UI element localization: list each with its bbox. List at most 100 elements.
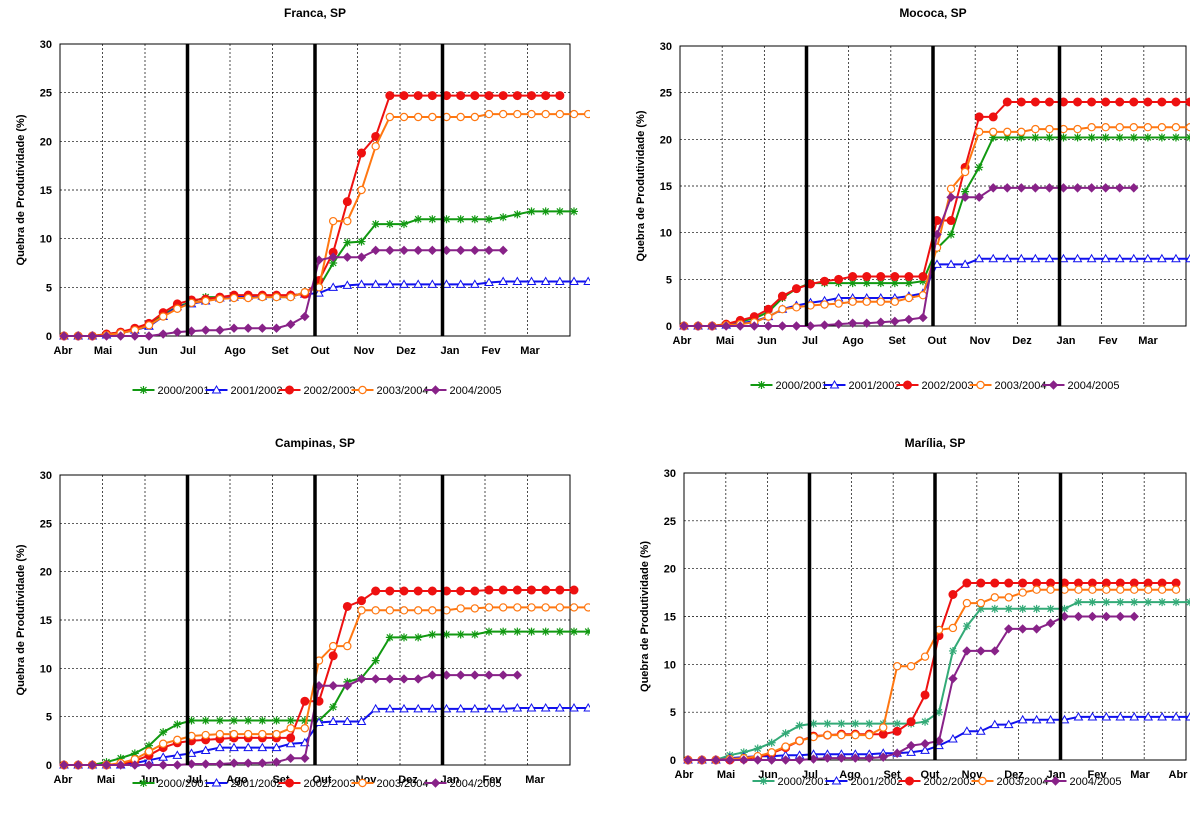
x-tick-label: Set — [883, 769, 900, 781]
y-tick-label: 20 — [40, 136, 52, 148]
data-point — [1086, 253, 1097, 263]
data-point — [258, 716, 267, 725]
data-point — [1157, 585, 1167, 594]
data-point — [962, 726, 972, 735]
data-point — [974, 127, 984, 137]
data-point — [385, 220, 394, 229]
data-point — [1073, 711, 1084, 721]
x-tick-label: Jan — [1047, 769, 1066, 781]
data-point — [300, 288, 310, 297]
legend-label: 2004/2005 — [450, 385, 502, 397]
data-point — [527, 109, 536, 119]
data-point — [851, 719, 860, 728]
data-point — [201, 730, 210, 740]
data-point — [513, 603, 522, 612]
data-point — [975, 726, 986, 735]
data-point — [244, 716, 253, 725]
data-point — [823, 730, 832, 740]
x-tick-label: Mai — [94, 345, 112, 357]
data-point — [399, 112, 409, 122]
data-point — [469, 703, 480, 713]
data-point — [1185, 97, 1191, 107]
data-point — [1016, 97, 1026, 107]
data-point — [1116, 598, 1125, 607]
data-point — [470, 630, 479, 639]
data-point — [257, 742, 268, 752]
data-point — [186, 748, 197, 757]
data-point — [1088, 598, 1097, 607]
data-point — [512, 585, 522, 595]
data-point — [1171, 585, 1181, 594]
data-point — [285, 319, 296, 330]
x-tick-label: Jul — [180, 345, 196, 357]
data-point — [370, 703, 381, 713]
data-point — [400, 633, 408, 642]
data-point — [693, 321, 703, 331]
data-point — [371, 606, 380, 615]
x-tick-label: Mai — [716, 335, 734, 347]
data-point — [1074, 598, 1083, 607]
y-tick-label: 25 — [664, 516, 676, 528]
data-point — [513, 210, 522, 219]
data-point — [976, 598, 986, 608]
legend-marker — [139, 386, 148, 394]
x-tick-label: Fev — [1088, 769, 1108, 781]
data-point — [1088, 585, 1097, 594]
data-point — [976, 646, 986, 656]
data-point — [59, 760, 69, 770]
data-point — [1045, 133, 1054, 142]
data-point — [583, 603, 593, 612]
legend-marker — [757, 381, 766, 389]
data-point — [1016, 183, 1027, 193]
chart-panel-mococa: 0 5 10 15 20 25 30 Abr Mai Jun Jul Ago Set Out Nov Dez J… — [600, 0, 1191, 410]
data-point — [229, 729, 239, 739]
legend-label: 2000/2001 — [158, 385, 210, 397]
legend-label: 2000/2001 — [776, 380, 828, 392]
data-point — [513, 109, 522, 119]
y-tick-label: 5 — [46, 282, 52, 294]
data-point — [1017, 133, 1026, 142]
data-point — [1115, 711, 1126, 721]
data-point — [890, 279, 899, 288]
legend-label: 2001/2002 — [231, 778, 283, 790]
x-tick-label: Abr — [54, 774, 74, 786]
data-point — [328, 282, 339, 291]
data-point — [921, 717, 930, 726]
y-tick-label: 0 — [670, 755, 676, 767]
data-point — [1045, 714, 1056, 724]
x-tick-label: Fev — [483, 774, 503, 786]
data-point — [130, 331, 140, 341]
data-point — [498, 109, 508, 119]
y-axis-label: Quebra de Produtividade (%) — [15, 114, 27, 265]
data-point — [342, 601, 352, 611]
x-tick-label: Nov — [970, 335, 992, 347]
x-tick-label: Jul — [802, 335, 818, 347]
data-point — [837, 730, 846, 740]
data-point — [1101, 122, 1110, 132]
data-point — [1186, 598, 1191, 607]
data-point — [1030, 183, 1041, 193]
data-point — [400, 220, 408, 229]
data-point — [1046, 585, 1055, 594]
data-point — [512, 670, 523, 680]
data-point — [357, 606, 366, 615]
legend-marker — [978, 776, 987, 786]
data-point — [1102, 598, 1111, 607]
data-point — [1171, 711, 1181, 721]
data-point — [1101, 611, 1112, 622]
data-point — [243, 293, 253, 303]
data-point — [583, 109, 593, 119]
legend-marker — [358, 385, 367, 395]
data-point — [1060, 604, 1069, 613]
data-point — [1157, 711, 1167, 721]
y-tick-label: 10 — [40, 234, 52, 246]
data-point — [1157, 97, 1167, 107]
data-point — [442, 630, 451, 639]
data-point — [948, 589, 958, 599]
data-point — [286, 724, 295, 733]
data-point — [427, 91, 437, 101]
legend-label: 2003/2004 — [997, 776, 1049, 788]
data-point — [158, 752, 169, 761]
data-point — [172, 760, 183, 770]
data-point — [1003, 719, 1014, 729]
